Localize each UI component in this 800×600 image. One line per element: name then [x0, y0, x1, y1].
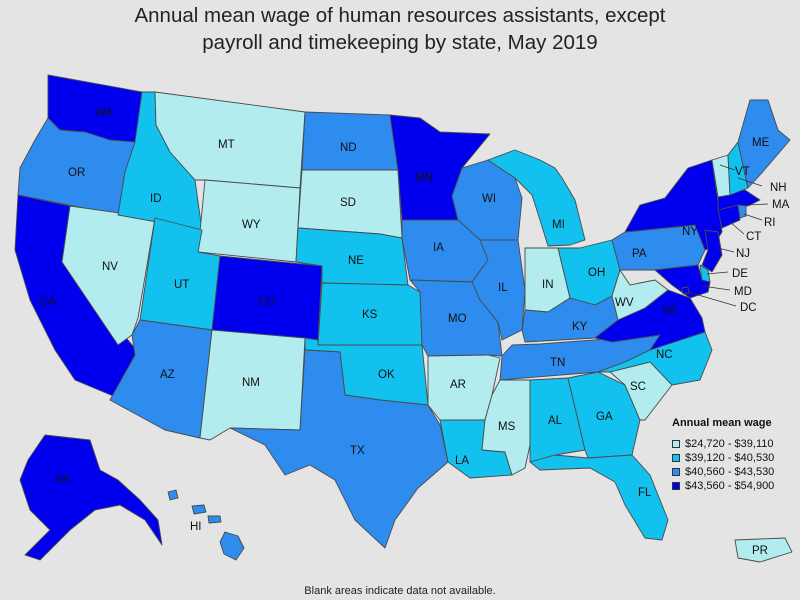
- map-title-line1: Annual mean wage of human resources assi…: [134, 4, 666, 27]
- state-label-nd: ND: [340, 142, 357, 154]
- state-label-nj: NJ: [736, 248, 750, 260]
- state-nd[interactable]: [301, 111, 399, 171]
- legend-label: $43,560 - $54,900: [685, 480, 775, 492]
- legend-item: $24,720 - $39,110: [672, 437, 797, 451]
- legend-swatch: [672, 468, 680, 476]
- state-nj[interactable]: [701, 229, 723, 273]
- state-pr[interactable]: [734, 537, 793, 563]
- state-label-vt: VT: [735, 166, 750, 178]
- state-label-nc: NC: [656, 349, 673, 361]
- state-label-ny: NY: [682, 226, 698, 238]
- state-label-nh: NH: [770, 182, 787, 194]
- state-label-sd: SD: [340, 197, 356, 209]
- state-label-fl: FL: [638, 487, 652, 499]
- state-label-ne: NE: [348, 255, 364, 267]
- state-label-de: DE: [732, 268, 748, 280]
- legend-label: $39,120 - $40,530: [685, 452, 775, 464]
- map-legend: Annual mean wage $24,720 - $39,110 $39,12…: [672, 417, 797, 493]
- legend-item: $39,120 - $40,530: [672, 451, 797, 465]
- state-label-la: LA: [455, 455, 469, 467]
- state-label-hi: HI: [190, 521, 202, 533]
- state-mi[interactable]: [487, 149, 586, 247]
- state-label-ri: RI: [764, 217, 776, 229]
- state-label-ar: AR: [450, 379, 466, 391]
- state-label-ut: UT: [174, 279, 189, 291]
- state-wv[interactable]: [611, 269, 669, 321]
- state-label-co: CO: [258, 296, 275, 308]
- state-label-nm: NM: [242, 377, 260, 389]
- state-label-al: AL: [548, 415, 563, 427]
- state-label-ga: GA: [596, 411, 613, 423]
- state-label-wy: WY: [242, 219, 261, 231]
- state-label-id: ID: [150, 193, 162, 205]
- state-label-ok: OK: [378, 369, 395, 381]
- state-hi-islands[interactable]: [167, 489, 222, 524]
- state-tx[interactable]: [229, 349, 449, 549]
- state-label-tn: TN: [550, 357, 565, 369]
- state-ak[interactable]: [19, 434, 163, 561]
- state-label-wa: WA: [95, 107, 113, 119]
- state-label-ia: IA: [433, 242, 444, 254]
- legend-item: $40,560 - $43,530: [672, 465, 797, 479]
- legend-swatch: [672, 454, 680, 462]
- state-label-ca: CA: [40, 296, 56, 308]
- northeast-leader-lines: [687, 164, 769, 307]
- state-label-ky: KY: [572, 321, 588, 333]
- state-label-tx: TX: [350, 445, 365, 457]
- map-title: Annual mean wage of human resources assi…: [0, 2, 800, 56]
- state-il[interactable]: [471, 239, 526, 341]
- state-label-mi: MI: [552, 219, 565, 231]
- state-label-mo: MO: [448, 313, 467, 325]
- footnote: Blank areas indicate data not available.: [304, 585, 496, 597]
- state-hi[interactable]: [219, 531, 245, 561]
- legend-label: $40,560 - $43,530: [685, 466, 775, 478]
- legend-swatch: [672, 440, 680, 448]
- state-label-pa: PA: [632, 248, 647, 260]
- legend-swatch: [672, 482, 680, 490]
- state-label-pr: PR: [752, 545, 768, 557]
- state-label-in: IN: [542, 279, 554, 291]
- map-title-line2: payroll and timekeeping by state, May 20…: [202, 31, 598, 54]
- state-label-mt: MT: [218, 139, 235, 151]
- state-label-ms: MS: [498, 421, 516, 433]
- state-label-wi: WI: [482, 193, 496, 205]
- state-label-ks: KS: [362, 309, 378, 321]
- state-label-az: AZ: [160, 369, 175, 381]
- state-label-md: MD: [734, 286, 752, 298]
- state-dc[interactable]: [681, 286, 690, 295]
- state-label-oh: OH: [588, 267, 605, 279]
- state-fl[interactable]: [529, 454, 669, 541]
- state-label-dc: DC: [740, 302, 757, 314]
- state-label-wv: WV: [615, 297, 634, 309]
- state-label-sc: SC: [630, 381, 646, 393]
- legend-rows: $24,720 - $39,110 $39,120 - $40,530 $40,56…: [672, 437, 797, 493]
- state-label-ct: CT: [746, 231, 761, 243]
- state-label-me: ME: [752, 137, 770, 149]
- legend-label: $24,720 - $39,110: [685, 438, 774, 450]
- state-label-il: IL: [498, 282, 508, 294]
- state-me[interactable]: [737, 99, 791, 189]
- state-label-ma: MA: [772, 199, 790, 211]
- legend-title: Annual mean wage: [672, 417, 772, 429]
- state-label-or: OR: [68, 167, 85, 179]
- state-label-ak: AK: [55, 474, 71, 486]
- state-ky[interactable]: [521, 295, 619, 343]
- state-label-va: VA: [662, 305, 677, 317]
- state-label-mn: MN: [415, 172, 433, 184]
- legend-item: $43,560 - $54,900: [672, 479, 797, 493]
- state-label-nv: NV: [102, 261, 118, 273]
